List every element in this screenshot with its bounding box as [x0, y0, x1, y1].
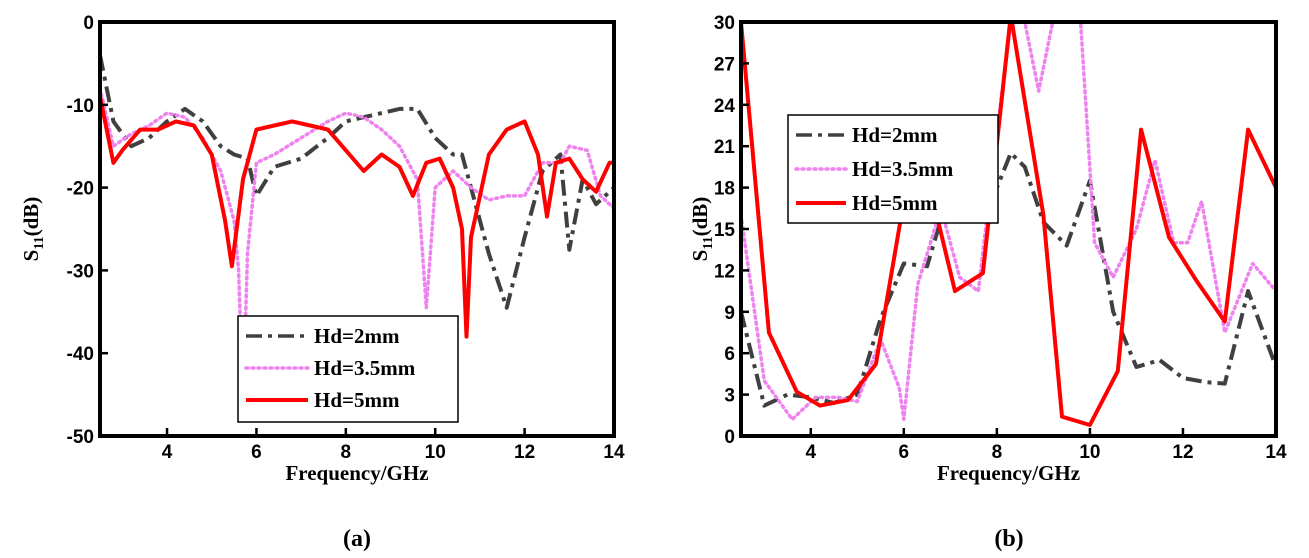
panel-b-panel-label: (b) — [994, 526, 1023, 552]
panel-a-panel-label: (a) — [343, 526, 371, 552]
panel-a-y-tick-label: -10 — [67, 96, 94, 117]
panel-b-y-tick-label: 3 — [724, 386, 735, 407]
panel-b-y-axis-label-suffix: (dB) — [688, 197, 712, 237]
panel-b-legend: Hd=2mm Hd=3.5mm Hd=5mm — [787, 114, 999, 224]
panel-a-y-axis-label-main: S — [19, 250, 43, 262]
panel-a-y-tick-label: -50 — [67, 427, 94, 448]
panel-b-y-tick-label: 27 — [714, 54, 735, 75]
panel-b-y-tick-label: 9 — [724, 303, 735, 324]
panel-a-y-axis-label: S11(dB) — [19, 197, 47, 262]
panel-a-legend: Hd=2mm Hd=3.5mm Hd=5mm — [237, 315, 459, 423]
panel-a-series-group — [100, 54, 614, 405]
panel-b-y-axis-label: S11(dB) — [688, 197, 716, 262]
panel-a-x-tick-label: 12 — [514, 442, 535, 463]
panel-b-x-axis-label: Frequency/GHz — [937, 461, 1080, 485]
panel-b-y-axis-label-main: S — [688, 250, 712, 262]
panel-a-series-line-hd-5mm — [100, 96, 614, 339]
panel-a-x-tick-label: 8 — [341, 442, 352, 463]
panel-a-plot-frame — [98, 20, 616, 438]
panel-a-x-axis-label: Frequency/GHz — [285, 461, 428, 485]
panel-b-series-group — [741, 22, 1276, 427]
panel-a-x-tick-label: 6 — [251, 442, 262, 463]
panel-a-y-tick-label: -20 — [67, 179, 94, 200]
panel-a-y-axis-label-suffix: (dB) — [19, 197, 43, 237]
panel-b-x-tick-label: 4 — [805, 442, 816, 463]
panel-b-y-tick-label: 0 — [724, 427, 735, 448]
panel-b-x-tick-label: 6 — [899, 442, 910, 463]
panel-b-legend-label-hd-2mm: Hd=2mm — [852, 123, 938, 147]
panel-b-y-tick-label: 21 — [714, 137, 736, 158]
panel-b-series-line-hd-5mm — [741, 22, 1276, 427]
panel-a-legend-label-hd-2mm: Hd=2mm — [314, 324, 400, 348]
panel-b-legend-label-hd-3-5mm: Hd=3.5mm — [852, 157, 954, 181]
panel-a-y-axis-label-sub: 11 — [32, 236, 47, 249]
panel-b-x-tick-label: 8 — [992, 442, 1003, 463]
panel-b-y-tick-label: 18 — [714, 179, 735, 200]
panel-b-series-line-hd-3-5mm — [741, 22, 1276, 422]
panel-a-legend-label-hd-5mm: Hd=5mm — [314, 388, 400, 412]
panel-a-x-tick-label: 14 — [603, 442, 625, 463]
panel-a-y-tick-label: -40 — [67, 344, 94, 365]
panel-b-x-tick-label: 14 — [1265, 442, 1287, 463]
panel-b-y-tick-label: 30 — [714, 13, 735, 34]
panel-b-y-tick-label: 24 — [714, 96, 736, 117]
panel-a: 4 6 8 10 12 14 -50 -40 -30 -20 -10 0 Frequency/GHz S1… — [19, 13, 625, 552]
panel-a-series-line-hd-2mm — [100, 54, 614, 310]
panel-a-legend-label-hd-3-5mm: Hd=3.5mm — [314, 356, 416, 380]
panel-b-y-tick-label: 12 — [714, 261, 735, 282]
panel-a-y-tick-label: -30 — [67, 261, 94, 282]
panel-b-legend-label-hd-5mm: Hd=5mm — [852, 191, 938, 215]
panel-a-x-tick-label: 10 — [425, 442, 446, 463]
panel-b-y-tick-label: 15 — [714, 220, 736, 241]
panel-b-plot-frame — [739, 20, 1278, 438]
panel-b: 4 6 8 10 12 14 0 3 6 9 12 15 18 21 24 27 30 Frequency/GHz… — [688, 13, 1287, 552]
panel-b-y-axis-label-sub: 11 — [701, 236, 716, 249]
panel-a-y-tick-label: 0 — [83, 13, 94, 34]
panel-a-x-tick-label: 4 — [162, 442, 173, 463]
panel-b-y-tick-label: 6 — [724, 344, 735, 365]
panel-b-x-tick-label: 10 — [1079, 442, 1100, 463]
panel-b-x-tick-label: 12 — [1172, 442, 1193, 463]
